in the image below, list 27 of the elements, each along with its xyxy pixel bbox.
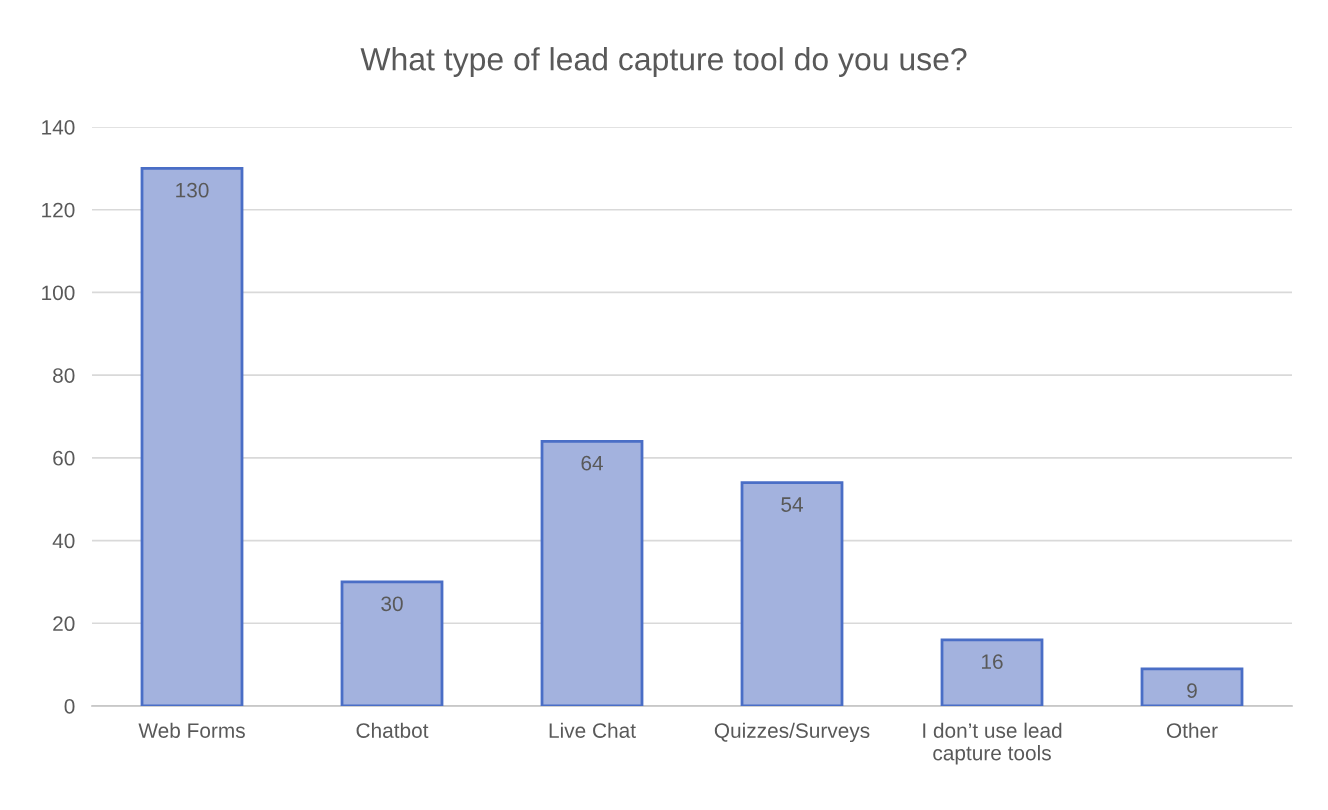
y-tick-label: 40	[52, 533, 75, 549]
bar	[940, 638, 1044, 706]
x-tick-label: Other	[1166, 722, 1218, 738]
bar	[140, 166, 244, 706]
y-tick-label: 20	[53, 616, 75, 632]
data-label: 30	[381, 596, 403, 612]
x-tick-label: Chatbot	[356, 722, 429, 738]
bar	[740, 481, 844, 706]
y-tick-label: 80	[53, 368, 75, 383]
y-tick-label: 60	[53, 450, 75, 466]
x-tick-label: Quizzes/Surveys	[714, 722, 870, 743]
y-tick-label: 0	[64, 699, 75, 714]
data-label: 54	[781, 497, 803, 512]
chart-title: What type of lead capture tool do you use?	[360, 47, 967, 77]
x-tick-label: Web Forms	[138, 722, 245, 738]
data-label: 130	[176, 182, 209, 198]
y-tick-label: 140	[42, 120, 75, 135]
y-tick-label: 100	[42, 285, 75, 301]
y-tick-label: 120	[42, 202, 75, 218]
data-label: 9	[1187, 683, 1197, 698]
bar	[1140, 667, 1244, 706]
bar	[540, 439, 644, 706]
x-tick-label: I don’t use lead capture tools	[923, 722, 1062, 765]
data-label: 64	[581, 455, 603, 471]
x-tick-label: Live Chat	[549, 722, 636, 738]
bar	[340, 580, 444, 706]
data-label: 16	[982, 654, 1003, 670]
